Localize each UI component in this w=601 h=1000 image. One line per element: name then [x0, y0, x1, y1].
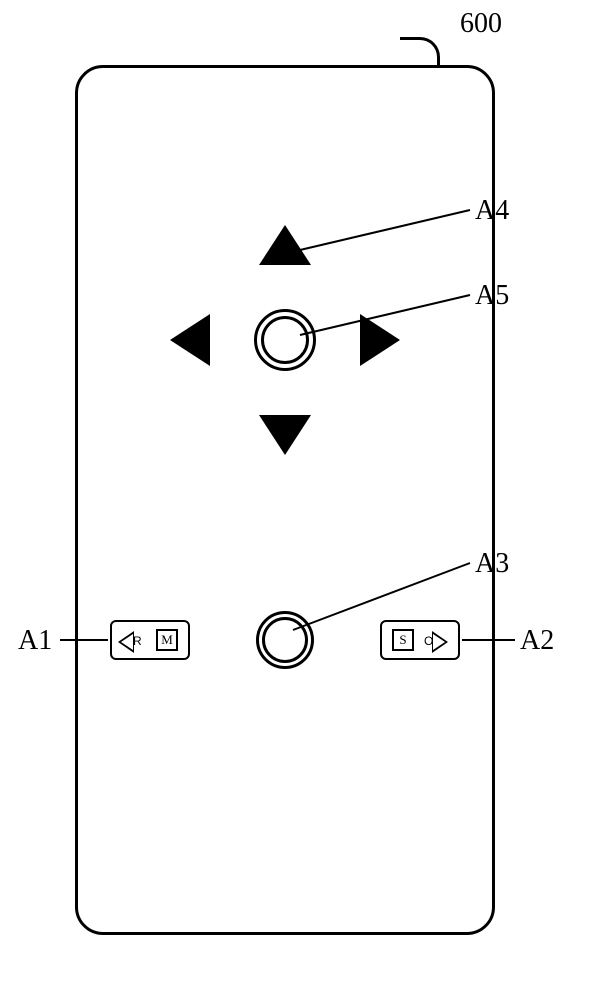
left-btn-char-r: R — [133, 634, 142, 648]
left-btn-char-m: M — [161, 632, 173, 648]
right-btn-char-o: O — [424, 634, 433, 648]
dpad-right-arrow[interactable] — [360, 314, 400, 366]
left-btn-arrow-icon — [118, 631, 134, 653]
right-btn-square: S — [392, 629, 414, 651]
dpad-up-arrow[interactable] — [259, 225, 311, 265]
label-a4: A4 — [475, 195, 509, 227]
label-a5: A5 — [475, 280, 509, 312]
label-a3: A3 — [475, 548, 509, 580]
ref-bracket — [400, 37, 440, 67]
right-button-group[interactable]: S O — [380, 620, 460, 660]
dpad-down-arrow[interactable] — [259, 415, 311, 455]
dpad-left-arrow[interactable] — [170, 314, 210, 366]
label-a1: A1 — [18, 625, 52, 657]
device-outline — [75, 65, 495, 935]
figure-canvas: 600 R M S O A4 A5 A3 A1 — [0, 0, 601, 1000]
right-btn-char-s: S — [399, 632, 406, 648]
lower-center-inner — [262, 617, 308, 663]
right-btn-arrow-icon — [432, 631, 448, 653]
ref-number-label: 600 — [460, 8, 502, 40]
label-a2: A2 — [520, 625, 554, 657]
left-button-group[interactable]: R M — [110, 620, 190, 660]
left-btn-square: M — [156, 629, 178, 651]
dpad-center-inner — [261, 316, 309, 364]
